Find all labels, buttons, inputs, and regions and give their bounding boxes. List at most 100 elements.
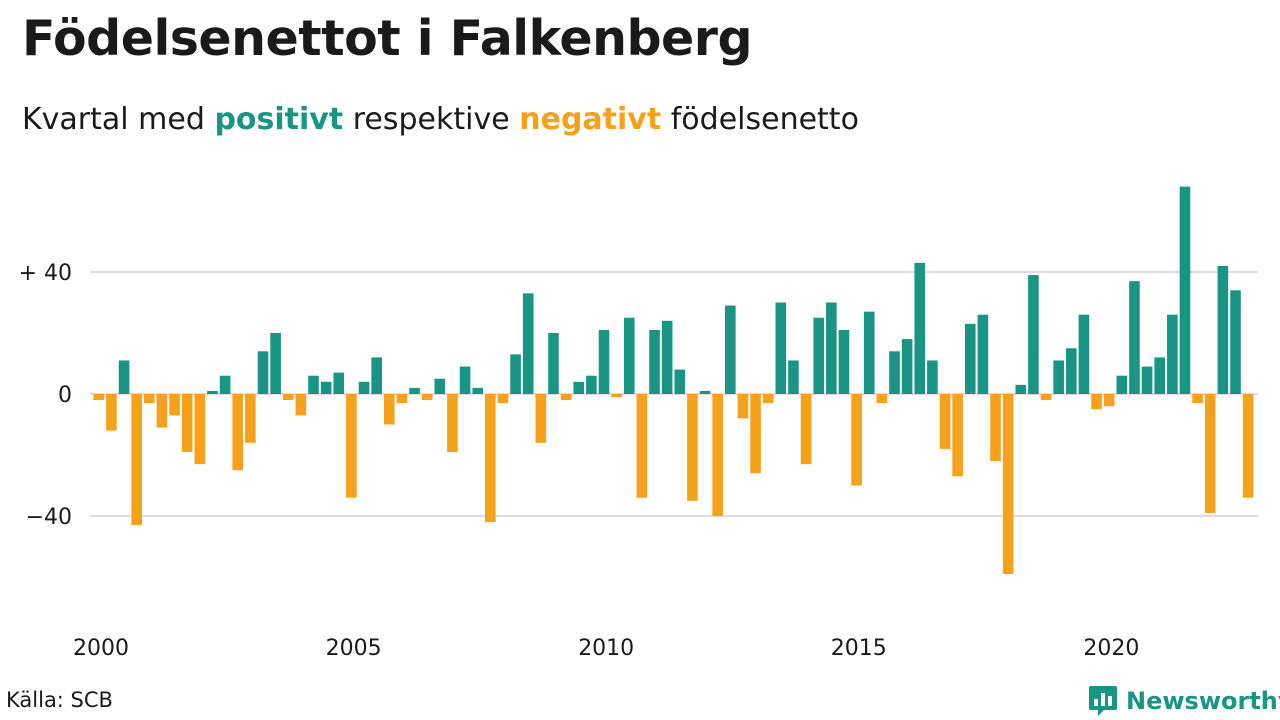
bar — [876, 394, 888, 404]
x-tick-label: 2005 — [326, 636, 382, 661]
bar — [1002, 394, 1014, 574]
bar — [1091, 394, 1102, 410]
bars — [93, 186, 1254, 574]
bar — [232, 394, 244, 471]
bar — [548, 333, 559, 394]
bar — [245, 394, 256, 443]
bar — [93, 394, 105, 401]
bar — [485, 394, 496, 523]
subtitle-prefix: Kvartal med — [22, 102, 205, 137]
bar — [358, 381, 370, 394]
bar — [308, 375, 319, 394]
bar — [712, 394, 723, 516]
y-tick-label: + 40 — [19, 261, 72, 286]
bar — [1116, 375, 1128, 394]
bar — [1179, 186, 1191, 394]
bar — [346, 394, 357, 498]
bar — [762, 394, 774, 404]
bar — [863, 311, 875, 394]
bar — [1040, 394, 1052, 401]
bar — [270, 333, 281, 394]
bar — [333, 372, 345, 394]
bar — [560, 394, 572, 401]
bar — [737, 394, 749, 419]
bar — [434, 378, 446, 394]
bar — [320, 381, 332, 394]
subtitle-positive-word: positivt — [214, 102, 344, 137]
bar — [990, 394, 1001, 462]
x-tick-label: 2015 — [831, 636, 887, 661]
bar — [914, 262, 926, 394]
bar — [1015, 384, 1027, 394]
bar — [1192, 394, 1203, 404]
bar — [472, 387, 483, 394]
subtitle-negative-word: negativt — [519, 102, 662, 137]
bar — [674, 369, 686, 394]
brand-name: Newsworthy — [1126, 687, 1280, 715]
bar — [282, 394, 294, 401]
bar — [699, 390, 711, 394]
bar — [1078, 314, 1090, 394]
bar — [750, 394, 761, 474]
bar — [497, 394, 509, 404]
bar — [106, 394, 117, 431]
bar — [371, 357, 382, 394]
bar — [535, 394, 547, 443]
bar-chart-icon — [1089, 686, 1117, 716]
bar — [522, 293, 534, 394]
bar — [169, 394, 180, 416]
bar — [447, 394, 458, 452]
bar — [409, 387, 420, 394]
bar — [131, 394, 142, 526]
bar — [510, 354, 521, 394]
bar — [1066, 348, 1077, 394]
y-tick-label: 0 — [58, 383, 72, 408]
bar — [586, 375, 597, 394]
bar — [219, 375, 231, 394]
bar — [1129, 281, 1140, 394]
bar — [421, 394, 433, 401]
chart-subtitle: Kvartal med positivt respektive negativt… — [22, 102, 859, 137]
bar — [156, 394, 168, 428]
bar — [1141, 366, 1153, 394]
bar — [800, 394, 812, 465]
bar — [788, 360, 799, 394]
bar — [144, 394, 155, 404]
bar — [598, 329, 610, 394]
bar — [459, 366, 471, 394]
x-axis-labels: 2000 2005 2010 2015 2020 — [73, 636, 1139, 661]
bar — [181, 394, 193, 452]
y-axis-labels: + 40 0 −40 — [19, 261, 72, 530]
bar — [661, 320, 673, 394]
bar — [383, 394, 395, 425]
bar — [257, 351, 269, 394]
brand-logo: Newsworthy — [1088, 684, 1280, 718]
bar — [1154, 357, 1166, 394]
bar — [964, 323, 976, 394]
subtitle-middle: respektive — [352, 102, 510, 137]
bar — [775, 302, 787, 394]
bar — [939, 394, 951, 449]
bar — [1230, 290, 1241, 394]
bar — [927, 360, 938, 394]
bar — [118, 360, 130, 394]
bar — [1028, 275, 1039, 394]
bar — [813, 317, 825, 394]
bar — [952, 394, 963, 477]
bar — [977, 314, 989, 394]
source-note: Källa: SCB — [6, 688, 113, 712]
bar — [1204, 394, 1216, 513]
bar — [1053, 360, 1064, 394]
bar — [295, 394, 307, 416]
bar — [838, 329, 850, 394]
bar — [573, 381, 585, 394]
bar — [649, 329, 660, 394]
bar — [623, 317, 635, 394]
x-tick-label: 2000 — [73, 636, 129, 661]
x-tick-label: 2010 — [578, 636, 634, 661]
bar — [889, 351, 900, 394]
x-tick-label: 2020 — [1083, 636, 1139, 661]
bar — [207, 390, 218, 394]
subtitle-suffix: födelsenetto — [670, 102, 859, 137]
